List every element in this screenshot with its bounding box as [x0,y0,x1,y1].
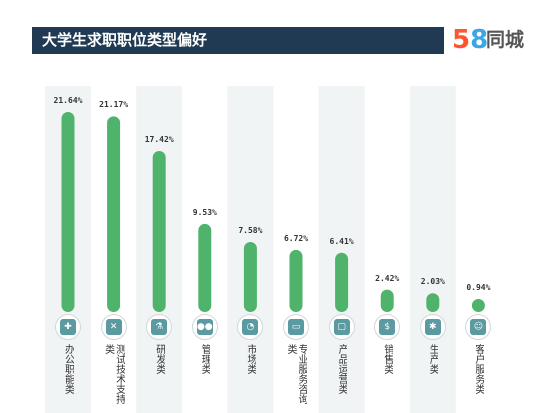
bar [471,299,485,312]
logo-digit-5: 5 [452,25,471,55]
bar-value-label: 9.53% [192,207,217,217]
icon-glyph: ☺ [470,319,487,335]
flask-icon: ⚗ [146,314,173,340]
icon-glyph: ●● [196,319,213,335]
bar [380,289,394,312]
gear-cross-icon: ✕ [100,314,127,340]
puzzle-icon: ✚ [55,314,81,340]
bar-value-label: 7.58% [238,225,263,235]
bar-value-label: 2.42% [375,273,400,283]
icon-glyph: ✕ [105,319,122,335]
title-banner: 大学生求职职位类型偏好 [32,27,444,54]
category-label: 客户服务类 [472,344,484,394]
icon-glyph: ▢ [333,319,350,335]
bar-value-label: 2.03% [420,277,445,287]
bar-value-label: 21.64% [53,96,83,105]
bar-value-label: 6.41% [329,236,354,246]
category-label: 市场类 [244,344,256,374]
monitor-icon: ▢ [328,314,355,340]
column-band [409,86,456,413]
people-icon: ●● [191,314,218,340]
bar [107,116,121,312]
icon-glyph: ⚗ [151,319,168,335]
icon-glyph: $ [379,319,396,335]
category-label: 办公职能类 [62,344,74,394]
logo-text: 同城 [486,29,525,51]
logo-digit-8: 8 [470,25,489,55]
category-label: 管理类 [199,344,211,374]
bar [198,223,212,312]
icon-glyph: ◔ [242,319,259,335]
category-label: 研发类 [153,344,165,374]
bar [243,241,257,312]
bar [426,293,440,312]
icon-glyph: ✱ [424,319,441,335]
bar [289,249,303,312]
column-band [318,86,365,413]
page-title: 大学生求职职位类型偏好 [42,31,208,49]
bar-value-label: 17.42% [144,135,174,144]
category-label: 产品运营类 [336,344,348,394]
brand-logo: 58 同城 [452,23,524,57]
category-label: 销售类 [381,344,393,374]
bar-value-label: 0.94% [466,283,491,292]
bar [152,151,166,312]
icon-glyph: ▭ [288,319,304,335]
category-label: 专业服务咨询类 [285,344,307,404]
chat-icon: ▭ [283,314,309,340]
bar [335,252,349,312]
pie-chart-icon: ◔ [237,314,264,340]
bar [61,112,75,312]
category-label: 测试技术支持类 [102,344,125,404]
customer-service-icon: ☺ [465,314,492,340]
money-bag-icon: $ [374,314,401,340]
logo-number: 58 [452,23,488,57]
bar-value-label: 21.17% [99,100,129,110]
gear-icon: ✱ [419,314,446,340]
category-label: 生产类 [427,344,439,374]
bar-value-label: 6.72% [283,233,309,243]
icon-glyph: ✚ [60,319,76,335]
